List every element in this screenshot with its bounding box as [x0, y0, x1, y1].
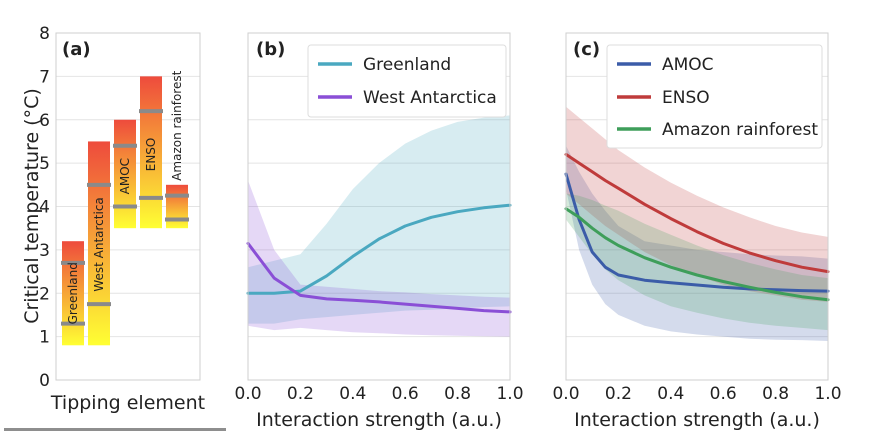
band-amoc [566, 145, 828, 341]
panel-b-x-tick-0-8: 0.8 [444, 384, 471, 404]
panel-b-line-chart: 0.0 0.2 0.4 0.6 0.8 1.0 Interaction strength … [234, 32, 524, 431]
bar-label-amazon-rainforest: Amazon rainforest [170, 70, 184, 180]
panel-a-y-tick-3: 3 [39, 241, 50, 261]
band-enso [566, 106, 828, 302]
line-greenland [246, 203, 512, 295]
panel-a-y-tick-labels: 0 1 2 3 4 5 6 7 8 [39, 24, 50, 391]
panel-c-x-tick-0-8: 0.8 [762, 384, 789, 404]
panel-a-y-tick-1: 1 [39, 328, 50, 348]
legend-label-west-antarctica: West Antarctica [363, 88, 497, 108]
bar-label-greenland: Greenland [66, 262, 80, 324]
panel-c-x-tick-1-0: 1.0 [814, 384, 841, 404]
panel-a-markers [61, 109, 189, 326]
panel-c-legend: AMOC ENSO Amazon rainforest [606, 44, 823, 149]
panel-c-x-tick-labels: 0.0 0.2 0.4 0.6 0.8 1.0 [552, 384, 841, 404]
panel-b-x-tick-0-6: 0.6 [392, 384, 419, 404]
panel-c-frame [565, 32, 829, 381]
legend-label-greenland: Greenland [363, 55, 451, 75]
band-greenland [248, 115, 510, 324]
panel-b-letter: (b) [256, 39, 285, 60]
panel-b-x-tick-labels: 0.0 0.2 0.4 0.6 0.8 1.0 [234, 384, 523, 404]
bar-label-west-antarctica: West Antarctica [92, 197, 106, 291]
panel-c-uncertainty-bands [566, 106, 828, 341]
panel-b-x-tick-0-4: 0.4 [339, 384, 366, 404]
panel-a-bar-labels: Greenland West Antarctica AMOC ENSO Amazon r… [66, 70, 184, 324]
panel-c-x-axis-label: Interaction strength (a.u.) [574, 409, 820, 431]
panel-a-y-axis-label: Critical temperature (°C) [21, 88, 43, 324]
panel-a-y-tick-4: 4 [39, 198, 50, 218]
panel-a-y-tick-5: 5 [39, 154, 50, 174]
panel-c-x-tick-0-6: 0.6 [710, 384, 737, 404]
panel-b-uncertainty-bands [248, 115, 510, 337]
panel-a-y-tick-0: 0 [39, 371, 50, 391]
panel-c-legend-box [606, 44, 823, 149]
panel-c-x-tick-0-2: 0.2 [605, 384, 632, 404]
panel-c-series-lines [564, 152, 830, 302]
bar-west-antarctica [88, 141, 110, 346]
panel-c-x-tick-0-0: 0.0 [552, 384, 579, 404]
panel-b-x-axis-label: Interaction strength (a.u.) [256, 409, 502, 431]
panel-a-y-tick-8: 8 [39, 24, 50, 44]
line-west-antarctica [246, 241, 512, 314]
panel-a-y-tick-6: 6 [39, 111, 50, 131]
progress-scrubber[interactable] [4, 428, 226, 431]
panel-b-legend: Greenland West Antarctica [307, 44, 507, 118]
panel-b-frame [247, 32, 511, 381]
band-amazon-rainforest [566, 193, 828, 331]
bar-label-enso: ENSO [144, 138, 158, 172]
panel-c-letter: (c) [573, 39, 600, 60]
panel-b-legend-box [307, 44, 507, 118]
panel-a-x-axis-label: Tipping element [50, 392, 205, 414]
line-amazon-rainforest [564, 207, 830, 302]
bar-greenland [62, 241, 84, 346]
legend-label-amazon-rainforest: Amazon rainforest [662, 120, 818, 140]
panel-a-y-tick-2: 2 [39, 284, 50, 304]
panel-b-x-tick-0-0: 0.0 [234, 384, 261, 404]
bar-enso [140, 76, 162, 229]
line-amoc [564, 172, 830, 293]
panel-a-frame [55, 32, 201, 381]
panel-b-x-tick-1-0: 1.0 [496, 384, 523, 404]
panel-c-x-tick-0-4: 0.4 [657, 384, 684, 404]
panel-c-line-chart: 0.0 0.2 0.4 0.6 0.8 1.0 Interaction strength … [552, 32, 842, 431]
bar-amazon-rainforest [166, 184, 188, 229]
panel-a-y-tick-7: 7 [39, 67, 50, 87]
panel-b-x-tick-0-2: 0.2 [287, 384, 314, 404]
legend-label-enso: ENSO [662, 88, 710, 108]
panel-a-letter: (a) [62, 39, 91, 60]
legend-label-amoc: AMOC [662, 55, 714, 75]
panel-a-bar-chart: Greenland West Antarctica AMOC ENSO Amazon r… [21, 24, 205, 414]
line-enso [564, 152, 830, 274]
bar-label-amoc: AMOC [118, 158, 132, 194]
panel-b-series-lines [246, 203, 512, 314]
